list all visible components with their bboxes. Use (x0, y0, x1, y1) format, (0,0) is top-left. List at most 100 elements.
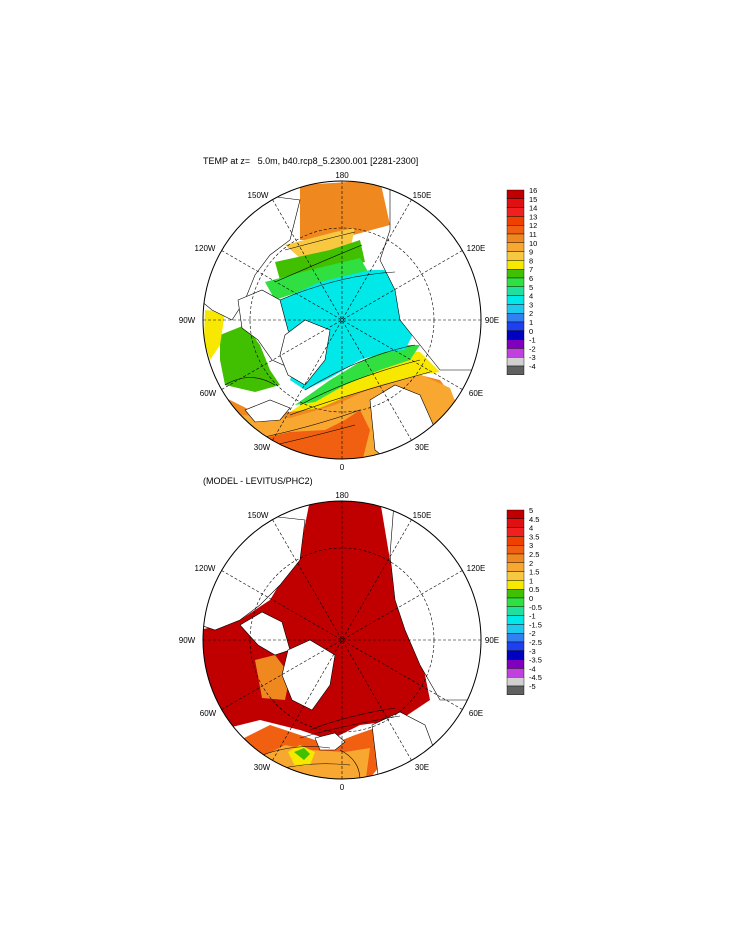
colorbar-swatch (506, 518, 525, 528)
lon-label-150e: 150E (413, 191, 432, 200)
colorbar-swatch (506, 207, 525, 217)
colorbar-swatch (506, 269, 525, 279)
lon-label-30w: 30W (254, 443, 271, 452)
colorbar-label: -4 (529, 362, 536, 371)
colorbar-label: 9 (529, 248, 533, 257)
colorbar-label: 4.5 (529, 515, 539, 524)
lon-label-60e: 60E (469, 709, 483, 718)
difference-map: 180 150W 150E 120W 120E 90W 90E 60W 60E … (179, 491, 542, 792)
colorbar-label: 16 (529, 186, 537, 195)
colorbar-swatch (506, 553, 525, 564)
panel1-lon-labels: 180 150W 150E 120W 120E 90W 90E 60W 60E … (179, 171, 499, 472)
lon-label-150w: 150W (248, 191, 269, 200)
colorbar-label: 1 (529, 318, 533, 327)
colorbar-label: 0 (529, 594, 533, 603)
pacific-orange-region (300, 181, 390, 240)
lon-label-60w: 60W (200, 389, 217, 398)
colorbar-label: 5 (529, 506, 533, 515)
panel2-map-boundary (202, 500, 482, 780)
panel1-title: TEMP at z= 5.0m, b40.rcp8_5.2300.001 [22… (203, 156, 419, 166)
colorbar-label: 1.5 (529, 568, 539, 577)
colorbar-label: 13 (529, 212, 537, 221)
colorbar-swatch (506, 562, 525, 572)
temperature-map: 180 150W 150E 120W 120E 90W 90E 60W 60E … (179, 171, 538, 472)
hudson-yellow-region (204, 310, 225, 360)
colorbar-swatch (506, 304, 525, 314)
baffin-green-region (220, 325, 280, 392)
lon-label-120w: 120W (195, 244, 216, 253)
greenland-land (281, 639, 336, 711)
colorbar-swatch (506, 659, 525, 669)
colorbar-label: -3.5 (529, 656, 542, 665)
colorbar-swatch (506, 321, 525, 332)
lon-label-90w: 90W (179, 636, 196, 645)
colorbar-label: -3 (529, 647, 536, 656)
panel2-lon-labels: 180 150W 150E 120W 120E 90W 90E 60W 60E … (179, 491, 499, 792)
colorbar-label: -4.5 (529, 673, 542, 682)
lon-label-30w: 30W (254, 763, 271, 772)
colorbar-label: 0 (529, 327, 533, 336)
colorbar-swatch (506, 330, 525, 340)
lon-label-120e: 120E (467, 244, 486, 253)
panel2-title: (MODEL - LEVITUS/PHC2) (203, 476, 313, 486)
lon-label-0: 0 (340, 463, 345, 472)
colorbar-swatch (506, 509, 525, 520)
colorbar-label: 2 (529, 309, 533, 318)
colorbar-swatch (506, 668, 525, 678)
colorbar-swatch (506, 286, 525, 296)
colorbar-swatch (506, 597, 525, 608)
colorbar-swatch (506, 545, 525, 555)
colorbar-label: 1 (529, 576, 533, 585)
colorbar-swatch (506, 216, 525, 226)
colorbar-swatch (506, 339, 525, 349)
colorbar-swatch (506, 677, 525, 687)
lon-label-150e: 150E (413, 511, 432, 520)
panel1-map-boundary (202, 180, 482, 460)
colorbar-swatch (506, 571, 525, 581)
greenland-land (279, 319, 331, 386)
colorbar-swatch (506, 580, 525, 590)
colorbar-swatch (506, 606, 525, 616)
colorbar-label: 5 (529, 283, 533, 292)
colorbar-label: -3 (529, 353, 536, 362)
atlantic-green-anomaly (294, 748, 310, 760)
colorbar-label: 10 (529, 239, 537, 248)
colorbar-label: 8 (529, 256, 533, 265)
colorbar-swatch (506, 189, 525, 200)
colorbar-label: 4 (529, 292, 533, 301)
colorbar-swatch (506, 527, 525, 537)
colorbar-label: 4 (529, 524, 533, 533)
colorbar-swatch (506, 251, 525, 261)
colorbar-swatch (506, 277, 525, 288)
lon-label-30e: 30E (415, 443, 429, 452)
colorbar-label: 12 (529, 221, 537, 230)
colorbar-label: 2.5 (529, 550, 539, 559)
pacific-green-band (275, 240, 365, 280)
colorbar-swatch (506, 313, 525, 323)
lon-label-60w: 60W (200, 709, 217, 718)
colorbar-label: -1 (529, 612, 536, 621)
lon-label-90e: 90E (485, 636, 499, 645)
colorbar-label: -2 (529, 344, 536, 353)
lon-label-30e: 30E (415, 763, 429, 772)
colorbar-label: -5 (529, 682, 536, 691)
colorbar-label: 3 (529, 541, 533, 550)
lon-label-0: 0 (340, 783, 345, 792)
panel1-graticule (203, 181, 481, 459)
colorbar-swatch (506, 536, 525, 546)
iceland-land (314, 732, 346, 751)
colorbar-label: 15 (529, 195, 537, 204)
nordic-green-band (295, 345, 420, 405)
colorbar-label: 7 (529, 265, 533, 274)
lon-label-180: 180 (335, 491, 349, 500)
colorbar-label: 0.5 (529, 585, 539, 594)
colorbar-swatch (506, 224, 525, 235)
colorbar-swatch (506, 348, 525, 358)
colorbar-label: 2 (529, 559, 533, 568)
colorbar-label: 3 (529, 300, 533, 309)
colorbar-swatch (506, 233, 525, 244)
lon-label-120w: 120W (195, 564, 216, 573)
colorbar-label: 6 (529, 274, 533, 283)
colorbar-swatch (506, 357, 525, 367)
